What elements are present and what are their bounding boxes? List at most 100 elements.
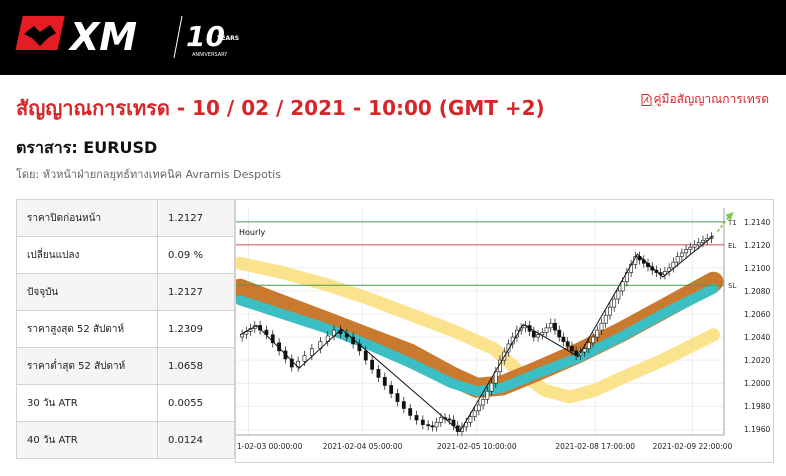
level-label: T1: [727, 219, 737, 227]
candle-body: [370, 359, 375, 370]
candle-body: [616, 290, 621, 300]
level-label: SL: [728, 282, 736, 290]
candle-body: [679, 252, 684, 257]
stat-value: 0.0055: [157, 384, 235, 422]
x-tick-label: 1-02-03 00:00:00: [237, 442, 303, 451]
stat-label: ปัจจุบัน: [16, 273, 158, 311]
candle-body: [430, 425, 435, 428]
stat-value: 0.09 %: [157, 236, 235, 274]
stat-value: 1.2127: [157, 273, 235, 311]
candle-body: [696, 242, 701, 246]
candle-body: [434, 422, 439, 428]
y-tick-label: 1.1980: [744, 402, 770, 411]
candle-body: [472, 410, 477, 417]
brand-text: XM: [68, 15, 137, 59]
candle-body: [620, 281, 625, 292]
candle-body: [540, 332, 545, 336]
author-line: โดย: หัวหน้าฝ่ายกลยุทธ์ทางเทคนิค Avramis…: [16, 168, 281, 181]
candle-body: [468, 416, 473, 423]
candle-body: [582, 348, 587, 353]
candle-body: [401, 401, 406, 409]
y-tick-label: 1.2120: [744, 241, 770, 250]
table-row: ราคาต่ำสุด 52 สัปดาห์ 1.0658: [16, 347, 235, 385]
stat-label: 40 วัน ATR: [16, 421, 158, 459]
candle-body: [382, 377, 387, 386]
candle-body: [701, 239, 705, 243]
y-tick-label: 1.2020: [744, 356, 770, 365]
stat-value: 1.0658: [157, 347, 235, 385]
candle-body: [586, 342, 591, 349]
candle-body: [565, 341, 570, 347]
candle-body: [489, 382, 494, 392]
target-arrow: [716, 215, 731, 233]
y-tick-label: 1.1960: [744, 425, 770, 434]
stat-label: ราคาสูงสุด 52 สัปดาห์: [16, 310, 158, 348]
candle-body: [595, 329, 600, 338]
table-row: ปัจจุบัน 1.2127: [16, 273, 235, 311]
candle-body: [612, 298, 617, 308]
xm-logo[interactable]: XM 10 YEARS ANNIVERSARY: [10, 10, 240, 65]
guide-link-label[interactable]: คู่มือสัญญาณการเทรด: [653, 92, 770, 106]
stat-label: ราคาปิดก่อนหน้า: [16, 199, 158, 237]
candle-body: [536, 334, 540, 338]
stat-value: 1.2127: [157, 199, 235, 237]
table-row: เปลี่ยนแปลง 0.09 %: [16, 236, 235, 274]
zigzag-line: [239, 235, 714, 433]
target-arrowhead: [725, 211, 734, 221]
table-row: ราคาปิดก่อนหน้า 1.2127: [16, 199, 235, 237]
y-tick-label: 1.2100: [744, 264, 770, 273]
candle-body: [591, 336, 595, 344]
x-tick-label: 2021-02-05 10:00:00: [437, 442, 517, 451]
candle-body: [302, 355, 307, 362]
candle-body: [447, 418, 452, 421]
candle-body: [684, 249, 688, 254]
candle-body: [481, 398, 486, 406]
bull-icon: [24, 25, 56, 46]
candle-body: [553, 322, 557, 331]
instrument-title: ตราสาร: EURUSD: [16, 138, 158, 157]
candle-body: [548, 322, 553, 329]
x-tick-label: 2021-02-08 17:00:00: [555, 442, 635, 451]
candle-body: [544, 327, 549, 333]
anniversary-years: YEARS: [216, 35, 239, 42]
candle-body: [506, 343, 511, 353]
anniversary-number: 10: [186, 20, 225, 53]
indicator-band: [233, 256, 720, 404]
candle-body: [414, 415, 419, 421]
indicator-band: [235, 283, 719, 397]
candle-body: [460, 426, 464, 432]
candle-body: [408, 408, 413, 416]
candle-body: [309, 348, 314, 356]
y-tick-label: 1.2040: [744, 333, 770, 342]
candle-body: [688, 246, 693, 250]
stat-value: 1.2309: [157, 310, 235, 348]
candle-body: [426, 424, 431, 427]
stat-value: 0.0124: [157, 421, 235, 459]
candle-body: [603, 314, 608, 324]
candle-body: [464, 422, 469, 428]
stat-label: ราคาต่ำสุด 52 สัปดาห์: [16, 347, 158, 385]
y-tick-label: 1.2140: [744, 218, 770, 227]
candle-body: [438, 417, 443, 423]
site-header: XM 10 YEARS ANNIVERSARY: [0, 0, 786, 75]
candle-body: [485, 390, 490, 400]
candle-body: [395, 393, 400, 402]
stats-table: ราคาปิดก่อนหน้า 1.2127 เปลี่ยนแปลง 0.09 …: [16, 199, 235, 459]
candle-body: [376, 369, 381, 378]
candle-body: [531, 330, 536, 338]
level-label: EL: [728, 242, 736, 250]
anniversary-label: ANNIVERSARY: [192, 52, 228, 58]
guide-link[interactable]: คู่มือสัญญาณการเทรด: [641, 90, 770, 109]
table-row: 30 วัน ATR 0.0055: [16, 384, 235, 422]
table-row: ราคาสูงสุด 52 สัปดาห์ 1.2309: [16, 310, 235, 348]
candle-body: [608, 306, 612, 316]
stat-label: เปลี่ยนแปลง: [16, 236, 158, 274]
candle-body: [363, 350, 368, 361]
page-title: สัญญาณการเทรด - 10 / 02 / 2021 - 10:00 (…: [16, 96, 545, 120]
price-chart: T1 EL SL 1.2140 1.2120 1.2100 1.2080 1.2060 1.2…: [230, 199, 774, 463]
table-row: 40 วัน ATR 0.0124: [16, 421, 235, 459]
candle-body: [599, 322, 604, 331]
candle-body: [692, 244, 697, 248]
candle-body: [389, 385, 394, 394]
stat-label: 30 วัน ATR: [16, 384, 158, 422]
